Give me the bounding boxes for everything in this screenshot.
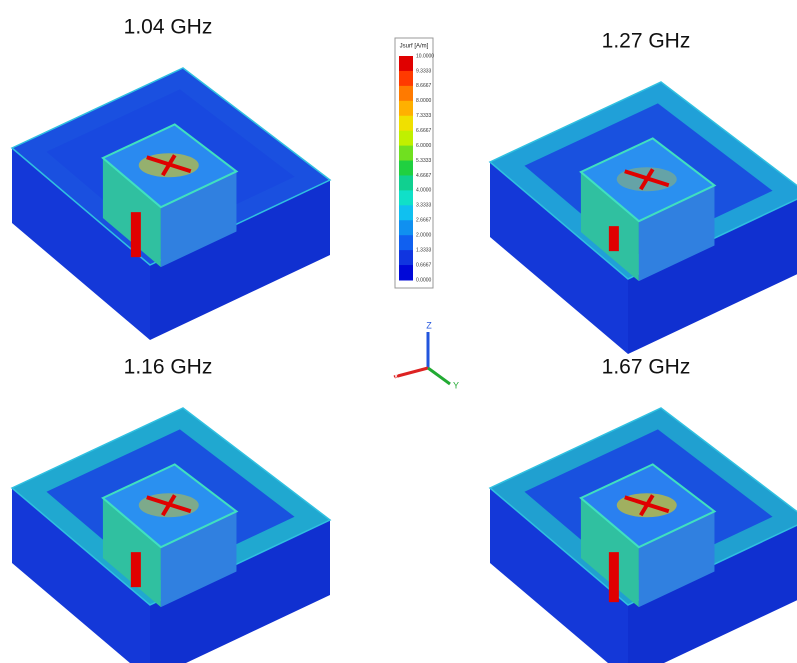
colorbar-tick-label: 2.6667 xyxy=(416,218,432,224)
colorbar-tick-label: 8.0000 xyxy=(416,98,432,104)
colorbar-band xyxy=(399,130,413,147)
hot-cross xyxy=(639,494,655,517)
box-left-face xyxy=(12,148,150,340)
colorbar: Jsurf [A/m] 10.0000 9.3333 8.6667 8.0000 7.3… xyxy=(394,37,434,289)
box-right-face xyxy=(150,520,330,663)
box-right-face xyxy=(628,525,797,663)
colorbar-tick-label: 4.6667 xyxy=(416,173,432,179)
panel-label: 1.67 GHz xyxy=(602,356,691,379)
colorbar-band xyxy=(399,56,413,72)
panel-label: 1.04 GHz xyxy=(124,16,213,39)
simulation-views xyxy=(10,67,797,663)
y-axis xyxy=(427,366,451,386)
hotspot xyxy=(608,552,619,603)
post xyxy=(638,511,715,608)
colorbar-band xyxy=(399,70,413,87)
box-right-face xyxy=(150,180,330,340)
axis-triad: Z X Y xyxy=(393,320,459,390)
colorbar-tick-label: 3.3333 xyxy=(416,203,432,209)
x-label: X xyxy=(393,371,399,381)
colorbar-band xyxy=(399,265,413,281)
colorbar-tick-label: 6.6667 xyxy=(416,128,432,134)
post xyxy=(160,511,237,608)
colorbar-band xyxy=(399,175,413,191)
colorbar-band xyxy=(399,115,413,132)
colorbar-tick-label: 7.3333 xyxy=(416,113,432,119)
post xyxy=(638,185,715,282)
z-label: Z xyxy=(426,320,432,330)
box-right-face xyxy=(628,199,797,354)
colorbar-tick-label: 1.3333 xyxy=(416,247,432,253)
colorbar-band xyxy=(399,205,413,221)
colorbar-band xyxy=(399,235,413,251)
colorbar-tick-label: 0.0000 xyxy=(416,277,432,283)
hot-cross xyxy=(161,154,177,177)
panel-label: 1.27 GHz xyxy=(602,30,691,53)
colorbar-tick-label: 5.3333 xyxy=(416,158,432,164)
colorbar-title: Jsurf [A/m] xyxy=(400,44,429,50)
box-left-face xyxy=(12,488,150,663)
colorbar-band xyxy=(399,145,413,162)
box-left-face xyxy=(490,488,628,663)
colorbar-tick-label: 9.3333 xyxy=(416,68,432,74)
hotspot xyxy=(130,212,141,258)
colorbar-tick-label: 4.0000 xyxy=(416,188,432,194)
colorbar-band xyxy=(399,85,413,102)
colorbar-tick-label: 0.6667 xyxy=(416,262,432,268)
colorbar-tick-label: 8.6667 xyxy=(416,83,432,89)
panel-label: 1.16 GHz xyxy=(124,356,213,379)
post xyxy=(160,171,237,268)
colorbar-tick-label: 2.0000 xyxy=(416,233,432,239)
colorbar-tick-label: 6.0000 xyxy=(416,143,432,149)
x-axis xyxy=(393,366,429,379)
hot-cross xyxy=(161,494,177,517)
hotspot xyxy=(130,552,141,588)
y-label: Y xyxy=(453,380,459,390)
colorbar-band xyxy=(399,100,413,117)
box-left-face xyxy=(490,162,628,354)
colorbar-band xyxy=(399,190,413,206)
hotspot xyxy=(608,226,619,252)
colorbar-band xyxy=(399,220,413,236)
hot-cross xyxy=(639,168,655,191)
colorbar-band xyxy=(399,160,413,176)
colorbar-band xyxy=(399,250,413,266)
colorbar-tick-label: 10.0000 xyxy=(416,53,434,59)
